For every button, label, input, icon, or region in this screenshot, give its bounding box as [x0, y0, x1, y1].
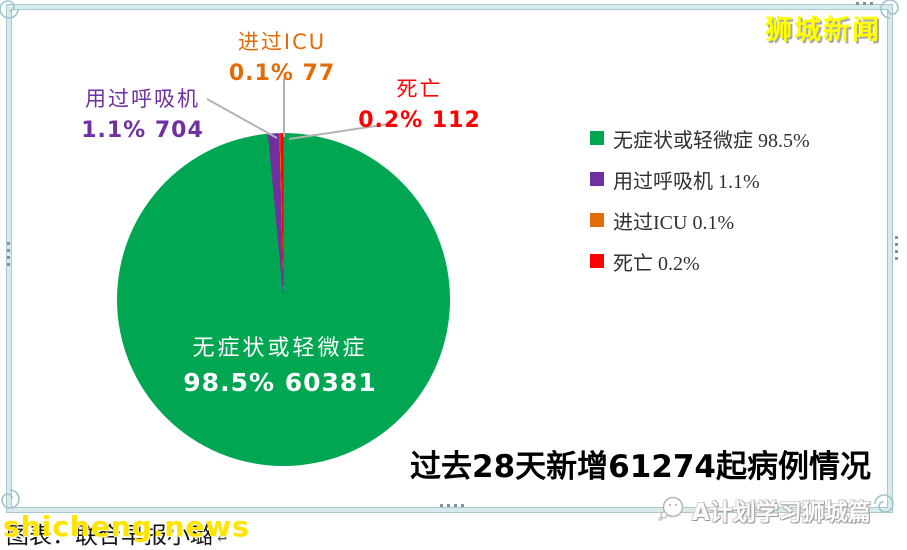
credit-text: 图表：联合早报小璐 [6, 523, 213, 548]
legend-item-asymptomatic: 无症状或轻微症 98.5% [590, 126, 810, 152]
legend-label: 用过呼吸机 1.1% [613, 170, 760, 193]
wechat-account-name: A计划学习狮城篇 [692, 500, 871, 526]
chart-legend: 无症状或轻微症 98.5% 用过呼吸机 1.1% 进过ICU 0.1% 死亡 0… [590, 126, 810, 290]
pie-slice-inner-label: 无症状或轻微症 98.5% 60381 [140, 330, 420, 397]
bottom-edge-drag-handle[interactable] [440, 504, 466, 507]
legend-label: 死亡 0.2% [613, 252, 700, 275]
legend-item-death: 死亡 0.2% [590, 249, 810, 275]
border-corner-ornament [0, 487, 22, 511]
callout-icu-value: 0.1% 77 [228, 61, 336, 86]
callout-ventilator: 用过呼吸机 1.1% 704 [70, 83, 215, 143]
legend-swatch-purple [590, 172, 604, 186]
pie-chart [117, 133, 450, 466]
legend-swatch-orange [590, 213, 604, 227]
callout-ventilator-value: 1.1% 704 [81, 118, 204, 143]
callout-ventilator-label: 用过呼吸机 [85, 87, 200, 111]
pie-slice-name: 无症状或轻微症 [192, 336, 368, 361]
legend-label: 进过ICU 0.1% [613, 211, 735, 234]
legend-label: 无症状或轻微症 98.5% [613, 129, 810, 152]
wechat-account-badge: A计划学习狮城篇 [658, 493, 871, 527]
callout-death-value: 0.2% 112 [358, 108, 481, 133]
left-edge-drag-handle[interactable] [7, 242, 10, 268]
right-edge-drag-handle[interactable] [895, 236, 898, 262]
callout-death-label: 死亡 [396, 77, 443, 101]
legend-item-icu: 进过ICU 0.1% [590, 208, 810, 234]
credit-line: 图表：联合早报小璐 ↵ [6, 516, 229, 550]
legend-item-ventilator: 用过呼吸机 1.1% [590, 167, 810, 193]
watermark-shicheng-news: shicheng.news [3, 510, 250, 543]
paragraph-return-mark: ↵ [215, 528, 230, 547]
legend-swatch-green [590, 131, 604, 145]
pie-slice-value: 98.5% 60381 [183, 368, 377, 397]
chat-bubble-icon [658, 495, 686, 525]
site-logo: 狮城新闻 [765, 15, 881, 46]
callout-icu-label: 进过ICU [237, 30, 327, 54]
border-corner-ornament [0, 0, 21, 21]
border-corner-ornament [878, 0, 902, 21]
legend-swatch-red [590, 254, 604, 268]
callout-icu: 进过ICU 0.1% 77 [222, 26, 342, 86]
border-corner-ornament [872, 492, 896, 516]
callout-death: 死亡 0.2% 112 [352, 73, 487, 133]
chart-title: 过去28天新增61274起病例情况 [410, 449, 871, 485]
top-edge-drag-handle[interactable] [856, 2, 874, 5]
